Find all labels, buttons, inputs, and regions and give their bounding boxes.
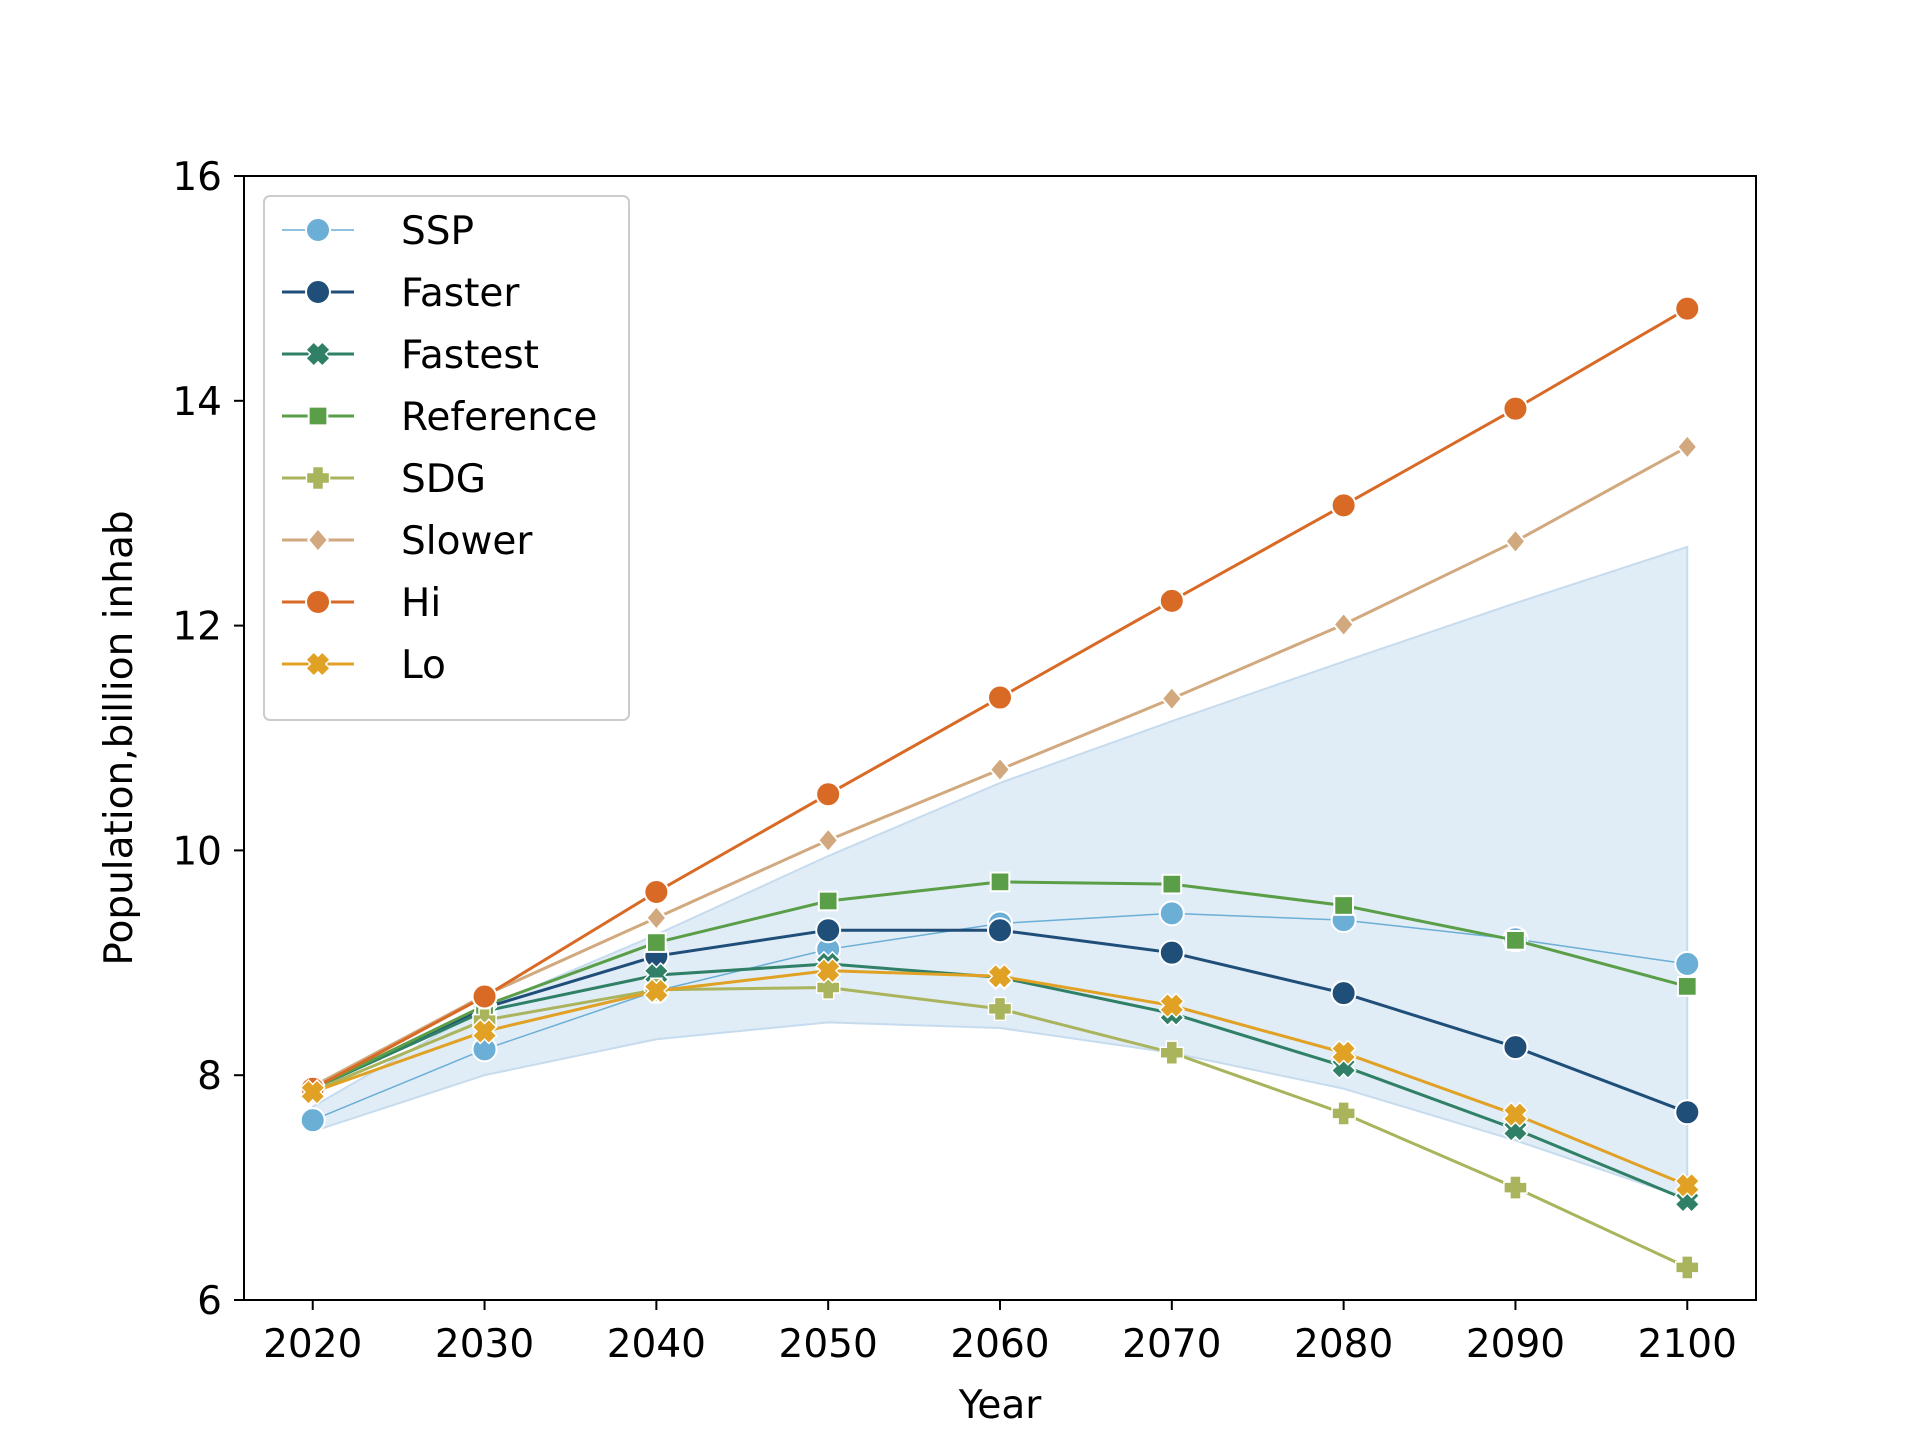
x-axis-label: Year: [958, 1383, 1043, 1428]
data-point-lo-2030: [471, 1018, 498, 1045]
data-point-lo-2090: [1502, 1101, 1529, 1128]
data-point-ssp-2020: [299, 1107, 326, 1134]
data-point-sdg-2080: [1331, 1101, 1356, 1126]
data-point-lo-2060: [986, 963, 1014, 990]
data-point-hi-2030: [471, 983, 498, 1010]
y-axis-label: Population,billion inhab: [97, 510, 142, 965]
axes-layer: 2020 2030 2040 2050 2060 2070 2080 2090 2100 6 8 10…: [172, 155, 1757, 1367]
legend-item-lo: Lo: [282, 643, 446, 688]
data-point-lo-2050: [815, 957, 842, 984]
data-point-reference-2050: [817, 890, 839, 912]
legend-marker-faster: [305, 279, 331, 305]
data-point-slower-2040: [645, 904, 668, 931]
legend-marker-lo: [304, 650, 332, 678]
data-point-sdg-2100: [1674, 1255, 1700, 1280]
legend-label-sdg: SDG: [401, 457, 486, 502]
y-tick-label-14: 14: [172, 380, 222, 425]
data-point-hi-2040: [643, 878, 670, 905]
data-point-sdg-2060: [987, 996, 1013, 1022]
data-point-faster-2090: [1502, 1034, 1529, 1061]
legend-marker-hi: [305, 589, 331, 615]
legend-item-hi: Hi: [282, 581, 441, 626]
legend-box: [263, 195, 630, 721]
y-tick-label-6: 6: [197, 1279, 222, 1324]
data-point-ssp-2030: [471, 1036, 498, 1063]
series-lines-layer: [299, 295, 1701, 1280]
data-point-ssp-2070: [1158, 900, 1185, 927]
data-point-faster-2050: [815, 917, 842, 944]
data-point-lo-2070: [1158, 992, 1185, 1019]
y-tick-label-10: 10: [172, 829, 222, 874]
x-tick-label-2080: 2080: [1294, 1322, 1393, 1367]
data-point-lo-2020: [299, 1078, 326, 1106]
data-point-hi-2090: [1502, 395, 1529, 422]
legend-label-reference: Reference: [401, 395, 597, 440]
x-tick-label-2030: 2030: [435, 1322, 534, 1367]
series-slower: [301, 433, 1699, 1100]
legend-marker-fastest: [304, 340, 332, 368]
legend-label-ssp: SSP: [401, 209, 474, 254]
series-lo: [299, 957, 1701, 1199]
legend-label-fastest: Fastest: [401, 333, 539, 378]
data-point-slower-2080: [1332, 611, 1355, 638]
y-tick-label-8: 8: [197, 1054, 222, 1099]
legend-marker-slower: [306, 526, 330, 554]
legend-marker-ssp: [305, 217, 331, 243]
data-point-reference-2040: [646, 932, 667, 953]
data-point-slower-2090: [1504, 528, 1527, 555]
data-point-lo-2080: [1330, 1039, 1357, 1066]
data-point-lo-2100: [1674, 1172, 1701, 1199]
x-tick-label-2100: 2100: [1638, 1322, 1737, 1367]
legend-item-sdg: SDG: [282, 457, 486, 502]
legend-marker-sdg: [305, 465, 331, 491]
data-point-faster-2080: [1330, 980, 1357, 1007]
data-point-faster-2100: [1674, 1099, 1701, 1126]
data-point-faster-2060: [987, 917, 1013, 944]
data-point-reference-2060: [989, 871, 1011, 893]
legend-item-fastest: Fastest: [282, 333, 539, 378]
legend-item-slower: Slower: [282, 519, 533, 564]
legend-label-slower: Slower: [401, 519, 533, 564]
legend-label-faster: Faster: [401, 271, 520, 316]
x-tick-label-2020: 2020: [263, 1322, 362, 1367]
data-point-hi-2080: [1330, 492, 1357, 519]
data-point-slower-2070: [1160, 685, 1183, 712]
x-tick-label-2070: 2070: [1122, 1322, 1221, 1367]
data-point-ssp-2100: [1674, 950, 1701, 977]
x-tick-label-2050: 2050: [779, 1322, 878, 1367]
legend-label-hi: Hi: [401, 581, 441, 626]
legend-item-ssp: SSP: [282, 209, 474, 254]
data-point-sdg-2070: [1159, 1040, 1185, 1066]
data-point-slower-2100: [1676, 433, 1699, 460]
legend-marker-reference: [307, 405, 329, 427]
data-point-hi-2050: [815, 781, 842, 808]
legend-label-lo: Lo: [401, 643, 446, 688]
data-point-slower-2050: [817, 827, 840, 854]
legend-item-faster: Faster: [282, 271, 520, 316]
data-point-hi-2070: [1158, 587, 1185, 614]
data-point-hi-2060: [987, 684, 1013, 711]
data-point-reference-2070: [1161, 873, 1183, 895]
x-tick-label-2060: 2060: [950, 1322, 1049, 1367]
data-point-reference-2080: [1333, 895, 1354, 916]
legend-item-reference: Reference: [282, 395, 597, 440]
data-point-faster-2070: [1158, 939, 1185, 966]
y-tick-label-12: 12: [172, 605, 222, 650]
x-tick-label-2090: 2090: [1466, 1322, 1565, 1367]
data-point-reference-2100: [1676, 976, 1698, 997]
data-point-sdg-2090: [1503, 1175, 1528, 1200]
x-tick-label-2040: 2040: [607, 1322, 706, 1367]
y-tick-label-16: 16: [172, 155, 222, 200]
data-point-slower-2060: [988, 756, 1012, 783]
data-point-hi-2100: [1674, 295, 1701, 322]
legend: SSP Faster Fastest Reference SDG Slower Hi Lo: [263, 195, 630, 721]
data-point-reference-2090: [1505, 929, 1526, 951]
data-point-lo-2040: [643, 977, 670, 1005]
